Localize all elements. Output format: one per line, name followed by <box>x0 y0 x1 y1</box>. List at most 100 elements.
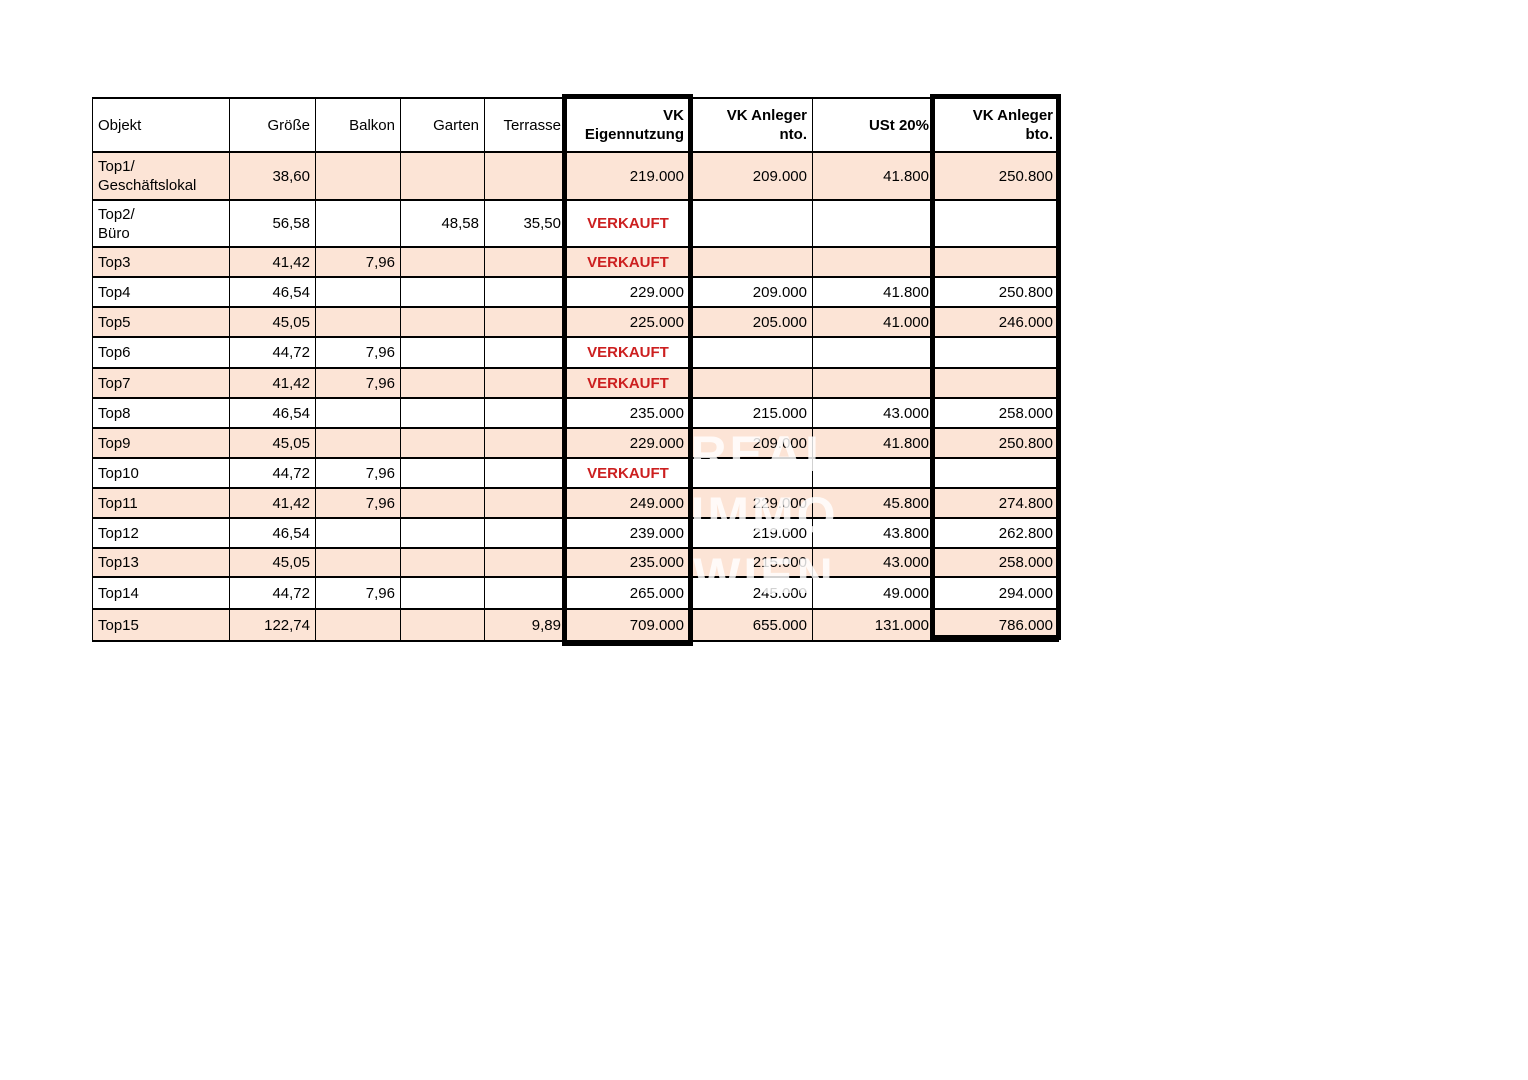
cell-vk-eigennutzung: 249.000 <box>566 487 690 519</box>
cell-balkon: 7,96 <box>315 576 401 610</box>
cell-groesse: 44,72 <box>229 336 316 369</box>
cell-objekt: Top2/ Büro <box>92 199 230 248</box>
cell-ust-20: 45.800 <box>812 487 935 519</box>
cell-terrasse: 35,50 <box>484 199 567 248</box>
price-table: Objekt Größe Balkon Garten Terrasse VK Eigenn… <box>92 97 1059 642</box>
cell-ust-20: 43.000 <box>812 547 935 578</box>
header-vk-eigennutzung: VK Eigennutzung <box>566 97 690 153</box>
cell-vk-anleger-nto: 209.000 <box>689 427 813 459</box>
cell-vk-eigennutzung: 235.000 <box>566 547 690 578</box>
cell-ust-20: 49.000 <box>812 576 935 610</box>
cell-vk-anleger-nto: 215.000 <box>689 397 813 429</box>
cell-vk-eigennutzung: 239.000 <box>566 517 690 549</box>
cell-vk-anleger-nto <box>689 367 813 399</box>
table-row: Top12 46,54 239.000 219.000 43.800 262.800 <box>92 517 1059 549</box>
cell-vk-anleger-bto: 786.000 <box>934 608 1059 642</box>
cell-vk-anleger-bto: 250.800 <box>934 276 1059 308</box>
header-groesse: Größe <box>229 97 316 153</box>
cell-garten <box>400 306 485 338</box>
cell-vk-eigennutzung: 229.000 <box>566 276 690 308</box>
cell-garten: 48,58 <box>400 199 485 248</box>
cell-vk-anleger-nto <box>689 199 813 248</box>
cell-groesse: 41,42 <box>229 246 316 278</box>
cell-objekt: Top14 <box>92 576 230 610</box>
cell-vk-anleger-bto <box>934 336 1059 369</box>
cell-balkon <box>315 199 401 248</box>
cell-vk-anleger-nto <box>689 457 813 489</box>
cell-vk-anleger-bto <box>934 199 1059 248</box>
cell-objekt: Top6 <box>92 336 230 369</box>
cell-balkon <box>315 517 401 549</box>
table-row: Top1/ Geschäftslokal 38,60 219.000 209.000 4… <box>92 151 1059 201</box>
cell-balkon <box>315 151 401 201</box>
cell-vk-anleger-nto <box>689 246 813 278</box>
table-row: Top13 45,05 235.000 215.000 43.000 258.000 <box>92 547 1059 578</box>
cell-vk-anleger-bto: 246.000 <box>934 306 1059 338</box>
cell-garten <box>400 276 485 308</box>
cell-groesse: 44,72 <box>229 576 316 610</box>
cell-vk-anleger-bto <box>934 246 1059 278</box>
cell-terrasse <box>484 487 567 519</box>
cell-terrasse <box>484 336 567 369</box>
cell-vk-anleger-bto: 274.800 <box>934 487 1059 519</box>
cell-balkon: 7,96 <box>315 487 401 519</box>
cell-balkon <box>315 427 401 459</box>
cell-objekt: Top3 <box>92 246 230 278</box>
cell-vk-eigennutzung: 265.000 <box>566 576 690 610</box>
cell-garten <box>400 547 485 578</box>
cell-terrasse <box>484 547 567 578</box>
cell-terrasse <box>484 457 567 489</box>
cell-vk-eigennutzung: 229.000 <box>566 427 690 459</box>
cell-groesse: 41,42 <box>229 367 316 399</box>
cell-ust-20 <box>812 336 935 369</box>
cell-vk-anleger-nto: 219.000 <box>689 517 813 549</box>
cell-vk-eigennutzung: 235.000 <box>566 397 690 429</box>
cell-vk-eigennutzung: VERKAUFT <box>566 336 690 369</box>
table-row: Top3 41,42 7,96 VERKAUFT <box>92 246 1059 278</box>
table-row: Top6 44,72 7,96 VERKAUFT <box>92 336 1059 369</box>
cell-groesse: 46,54 <box>229 517 316 549</box>
table-row: Top5 45,05 225.000 205.000 41.000 246.000 <box>92 306 1059 338</box>
cell-ust-20: 41.800 <box>812 427 935 459</box>
cell-vk-eigennutzung: 219.000 <box>566 151 690 201</box>
cell-balkon: 7,96 <box>315 336 401 369</box>
header-vk-anleger-nto: VK Anleger nto. <box>689 97 813 153</box>
cell-terrasse <box>484 306 567 338</box>
header-ust-20: USt 20% <box>812 97 935 153</box>
cell-garten <box>400 608 485 642</box>
cell-vk-eigennutzung: VERKAUFT <box>566 367 690 399</box>
cell-groesse: 122,74 <box>229 608 316 642</box>
cell-groesse: 38,60 <box>229 151 316 201</box>
cell-ust-20 <box>812 367 935 399</box>
cell-vk-anleger-nto: 245.000 <box>689 576 813 610</box>
cell-balkon <box>315 276 401 308</box>
cell-objekt: Top13 <box>92 547 230 578</box>
cell-balkon: 7,96 <box>315 246 401 278</box>
table-row: Top4 46,54 229.000 209.000 41.800 250.800 <box>92 276 1059 308</box>
cell-vk-anleger-nto: 215.000 <box>689 547 813 578</box>
cell-ust-20 <box>812 199 935 248</box>
cell-groesse: 45,05 <box>229 547 316 578</box>
cell-groesse: 46,54 <box>229 397 316 429</box>
cell-garten <box>400 487 485 519</box>
header-vk-anleger-bto: VK Anleger bto. <box>934 97 1059 153</box>
cell-vk-anleger-bto <box>934 367 1059 399</box>
cell-balkon: 7,96 <box>315 367 401 399</box>
cell-vk-eigennutzung: VERKAUFT <box>566 457 690 489</box>
cell-groesse: 44,72 <box>229 457 316 489</box>
cell-garten <box>400 576 485 610</box>
cell-ust-20: 41.000 <box>812 306 935 338</box>
cell-objekt: Top1/ Geschäftslokal <box>92 151 230 201</box>
table-row: Top11 41,42 7,96 249.000 229.000 45.800 274.80… <box>92 487 1059 519</box>
cell-objekt: Top7 <box>92 367 230 399</box>
cell-ust-20 <box>812 457 935 489</box>
cell-vk-eigennutzung: 225.000 <box>566 306 690 338</box>
cell-ust-20: 43.000 <box>812 397 935 429</box>
cell-groesse: 45,05 <box>229 427 316 459</box>
table-row: Top8 46,54 235.000 215.000 43.000 258.000 <box>92 397 1059 429</box>
table-header-row: Objekt Größe Balkon Garten Terrasse VK Eigenn… <box>92 97 1059 153</box>
header-terrasse: Terrasse <box>484 97 567 153</box>
cell-ust-20: 43.800 <box>812 517 935 549</box>
cell-vk-anleger-bto: 262.800 <box>934 517 1059 549</box>
